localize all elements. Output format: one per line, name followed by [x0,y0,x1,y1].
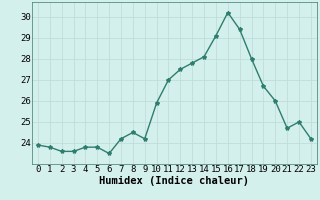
X-axis label: Humidex (Indice chaleur): Humidex (Indice chaleur) [100,176,249,186]
